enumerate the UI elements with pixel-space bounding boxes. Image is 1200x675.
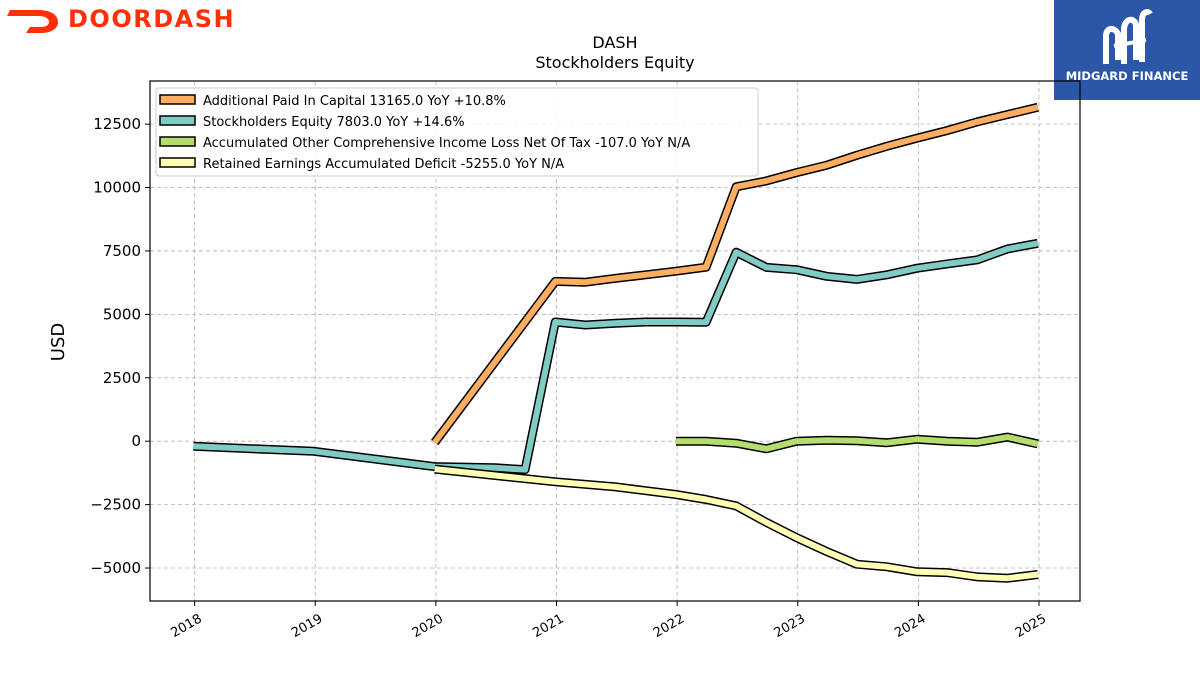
- x-tick-label: 2021: [530, 611, 566, 641]
- doordash-wordmark: DOORDASH: [68, 5, 236, 33]
- legend-swatch: [159, 94, 196, 105]
- legend-swatch: [159, 136, 196, 147]
- y-tick-label: 10000: [93, 179, 141, 197]
- legend-entry: Stockholders Equity 7803.0 YoY +14.6%: [203, 115, 465, 130]
- x-tick-label: 2025: [1013, 611, 1049, 641]
- x-tick-label: 2019: [289, 611, 325, 641]
- y-tick-label: 5000: [103, 305, 141, 323]
- y-tick-label: −5000: [90, 559, 141, 577]
- doordash-dash-icon: [7, 10, 58, 33]
- x-tick-label: 2024: [892, 611, 928, 641]
- x-tick-label: 2020: [410, 611, 446, 641]
- series-line-outline: [434, 464, 1039, 583]
- series-0: [431, 102, 1039, 446]
- midgard-logo-icon: [1103, 9, 1153, 64]
- y-tick-label: −2500: [90, 496, 141, 514]
- series-line: [193, 240, 1039, 473]
- series-3: [434, 464, 1039, 583]
- x-tick-label: 2023: [772, 611, 808, 641]
- series-layer: [193, 102, 1039, 583]
- chart-subtitle: Stockholders Equity: [535, 53, 694, 72]
- doordash-logo: DOORDASH: [0, 0, 260, 40]
- y-tick-label: 12500: [93, 115, 141, 133]
- y-tick-label: 2500: [103, 369, 141, 387]
- series-2: [675, 432, 1039, 454]
- legend-box: [155, 87, 759, 177]
- series-line: [675, 434, 1039, 452]
- x-tick-label: 2018: [168, 611, 204, 641]
- series-1: [193, 238, 1039, 475]
- y-axis-label: USD: [48, 323, 69, 361]
- legend: Additional Paid In Capital 13165.0 YoY +…: [155, 87, 759, 177]
- midgard-finance-label: MIDGARD FINANCE: [1065, 69, 1189, 83]
- y-tick-label: 0: [131, 432, 141, 450]
- series-line: [434, 466, 1039, 582]
- legend-swatch: [159, 115, 196, 126]
- legend-swatch: [159, 157, 196, 168]
- x-tick-label: 2022: [651, 611, 687, 641]
- legend-entry: Accumulated Other Comprehensive Income L…: [203, 136, 690, 151]
- legend-entry: Retained Earnings Accumulated Deficit -5…: [203, 157, 564, 172]
- legend-entry: Additional Paid In Capital 13165.0 YoY +…: [203, 94, 506, 109]
- series-line: [432, 104, 1039, 445]
- midgard-finance-badge: MIDGARD FINANCE: [1054, 0, 1200, 100]
- chart-title: DASH: [592, 33, 637, 52]
- plot-area-frame: [149, 80, 1081, 602]
- y-tick-label: 7500: [103, 242, 141, 260]
